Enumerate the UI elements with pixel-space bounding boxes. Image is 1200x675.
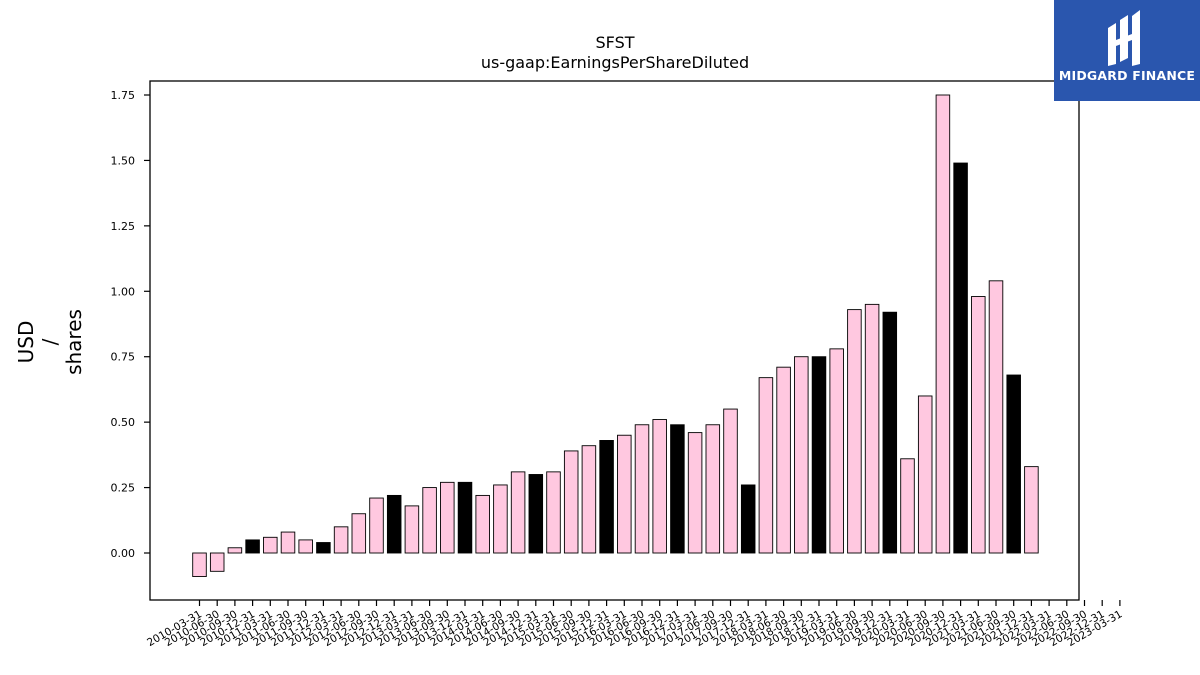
bar <box>245 539 260 554</box>
bar <box>227 547 243 554</box>
bar <box>740 484 756 554</box>
bar <box>581 445 597 554</box>
midgard-finance-logo: MIDGARD FINANCE <box>1054 0 1200 101</box>
bar <box>811 356 827 554</box>
y-tick-label: 0.75 <box>111 351 136 364</box>
bar <box>705 424 721 554</box>
bar <box>953 162 968 554</box>
bar <box>563 450 579 554</box>
bars-group <box>192 94 1039 577</box>
chart-title: SFST <box>595 33 634 52</box>
bar <box>971 296 986 554</box>
plot-frame <box>149 80 1080 601</box>
y-axis-label-text: USD/shares <box>14 309 86 375</box>
y-tick-label: 1.25 <box>111 220 136 233</box>
bar <box>1006 374 1021 554</box>
bar <box>1024 466 1039 554</box>
bar <box>422 487 437 554</box>
bar <box>192 552 207 577</box>
bar <box>723 408 738 554</box>
bar <box>988 280 1004 554</box>
bar <box>263 536 278 554</box>
chart-subtitle: us-gaap:EarningsPerShareDiluted <box>481 53 749 72</box>
bar <box>546 471 561 554</box>
bar <box>634 424 650 554</box>
bar <box>687 432 703 554</box>
bar <box>847 309 862 554</box>
bar <box>670 424 685 554</box>
y-tick-label: 0.50 <box>111 416 136 429</box>
bar <box>528 474 544 554</box>
bar <box>652 419 667 554</box>
bar <box>333 526 349 554</box>
bar <box>457 481 473 554</box>
bar <box>864 303 880 554</box>
bar <box>900 458 915 554</box>
bar <box>404 505 420 554</box>
bar <box>935 94 951 554</box>
bar <box>280 531 296 554</box>
bar <box>369 497 384 554</box>
x-axis-ticks: 2010-03-312010-06-302010-09-302010-12-31… <box>145 600 1124 649</box>
y-axis-label: USD/shares <box>14 309 86 375</box>
y-tick-label: 1.50 <box>111 154 136 167</box>
bar <box>209 552 225 572</box>
bar <box>882 311 898 554</box>
bar <box>776 366 791 554</box>
bar <box>440 481 455 554</box>
y-axis-ticks: 0.00 0.25 0.50 0.75 1.00 1.25 1.50 1.75 <box>111 89 150 560</box>
bar <box>298 539 313 554</box>
bar <box>758 377 774 554</box>
bar <box>493 484 508 554</box>
bar <box>917 395 933 554</box>
bar <box>599 440 614 554</box>
bar <box>829 348 844 554</box>
bar <box>386 494 402 554</box>
bar <box>475 494 490 554</box>
y-tick-label: 0.00 <box>111 547 136 560</box>
bar <box>617 434 632 554</box>
bar <box>316 542 331 554</box>
y-tick-label: 1.00 <box>111 285 136 298</box>
y-tick-label: 1.75 <box>111 89 136 102</box>
bar <box>351 513 367 554</box>
logo-mark-icon <box>1108 10 1140 66</box>
bar <box>510 471 526 554</box>
y-tick-label: 0.25 <box>111 482 136 495</box>
bar <box>794 356 809 554</box>
logo-text: MIDGARD FINANCE <box>1058 68 1196 83</box>
